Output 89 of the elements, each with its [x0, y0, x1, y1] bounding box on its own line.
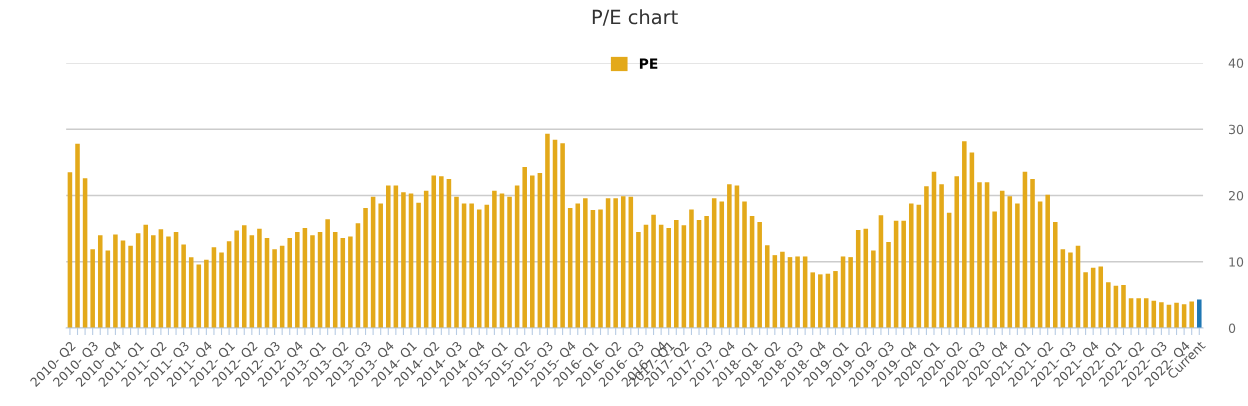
- bar: [727, 184, 732, 329]
- y-tick-label: 10: [1229, 257, 1244, 267]
- bar: [954, 176, 960, 329]
- bar: [666, 227, 671, 329]
- bar: [257, 228, 262, 329]
- bar: [908, 203, 914, 329]
- bar: [476, 209, 482, 329]
- bar: [651, 214, 656, 329]
- bar: [181, 244, 186, 329]
- bar: [1136, 298, 1141, 329]
- bar: [719, 201, 725, 329]
- bar: [757, 222, 762, 329]
- bar: [848, 257, 853, 329]
- bar: [1083, 272, 1088, 329]
- bar: [1174, 302, 1179, 329]
- bar: [1098, 266, 1104, 329]
- bar: [977, 182, 982, 329]
- bar: [90, 249, 95, 329]
- bar: [204, 259, 209, 329]
- bar: [348, 236, 353, 329]
- bar: [795, 256, 800, 329]
- bar: [901, 220, 906, 329]
- bar: [1045, 194, 1050, 329]
- bar: [810, 272, 815, 329]
- bar: [871, 250, 876, 329]
- bar: [962, 141, 967, 329]
- bar: [401, 192, 406, 329]
- bar: [689, 209, 694, 329]
- chart-title: P/E chart: [592, 9, 678, 26]
- bar: [219, 252, 224, 329]
- bar: [1068, 252, 1073, 329]
- bar: [128, 245, 133, 329]
- bar: [151, 235, 156, 329]
- bar: [507, 196, 512, 329]
- bar: [492, 190, 497, 329]
- bar: [598, 209, 603, 329]
- bar: [325, 219, 330, 329]
- bar: [97, 235, 103, 329]
- y-tick-label: 40: [1228, 58, 1244, 68]
- legend-label: PE: [639, 58, 658, 69]
- bar: [583, 198, 588, 329]
- bar: [1015, 203, 1020, 329]
- bar: [1159, 302, 1164, 329]
- bar: [939, 184, 944, 329]
- bar: [386, 185, 391, 329]
- bar: [287, 237, 293, 329]
- bar: [363, 208, 368, 329]
- bar: [886, 241, 891, 329]
- bar: [530, 175, 535, 329]
- bar: [310, 235, 315, 329]
- bar: [560, 143, 565, 329]
- bar: [1121, 284, 1126, 329]
- bar: [742, 201, 747, 329]
- bar: [545, 133, 550, 329]
- bar: [439, 176, 444, 329]
- bar: [1106, 282, 1111, 329]
- bar: [1189, 301, 1194, 329]
- bar: [1030, 178, 1035, 329]
- bar: [241, 225, 247, 329]
- bar: [636, 231, 641, 329]
- bar: [764, 245, 770, 329]
- bar: [704, 216, 709, 329]
- bar: [833, 271, 838, 329]
- bar: [924, 186, 929, 329]
- bar: [431, 175, 437, 329]
- bar: [234, 230, 239, 329]
- bar: [272, 249, 277, 329]
- y-tick-label: 0: [1228, 323, 1236, 333]
- bar: [454, 196, 459, 329]
- bar: [674, 220, 679, 329]
- bar: [113, 234, 118, 329]
- bar: [620, 196, 626, 329]
- bar: [143, 224, 148, 329]
- bar: [575, 203, 581, 329]
- bar: [780, 251, 785, 329]
- bar: [295, 231, 300, 329]
- y-tick-label: 20: [1228, 190, 1244, 201]
- bar: [378, 203, 383, 329]
- bar: [75, 143, 80, 329]
- bar: [992, 211, 997, 329]
- bar: [1053, 222, 1058, 329]
- bar: [818, 274, 823, 329]
- bar: [469, 203, 474, 329]
- bar: [613, 198, 618, 329]
- bar: [416, 202, 421, 329]
- bar: [166, 236, 171, 329]
- bar: [522, 166, 527, 329]
- y-tick-label: 30: [1229, 124, 1244, 135]
- bar: [1197, 299, 1202, 329]
